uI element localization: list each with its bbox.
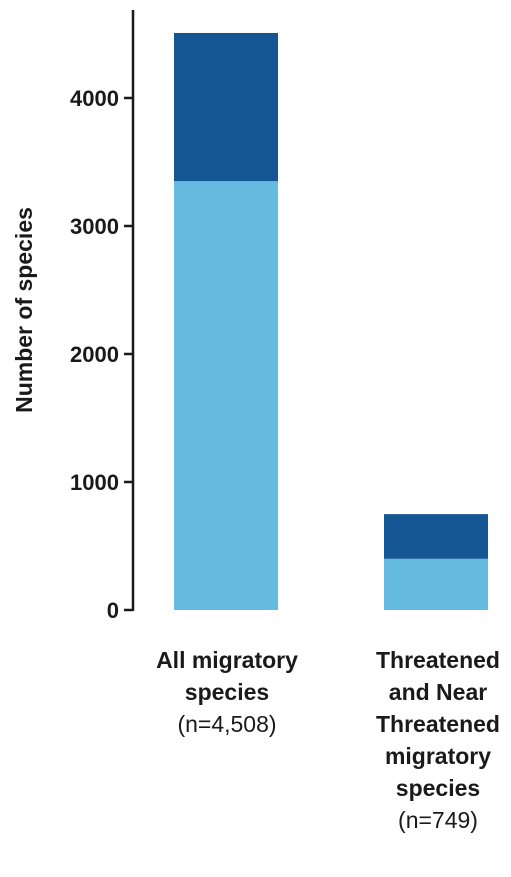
category-label-line: Threatened (376, 647, 500, 673)
category-count-label: (n=749) (398, 807, 478, 833)
category-label-line: migratory (385, 743, 491, 769)
bar-segment-2-1 (384, 558, 488, 610)
category-label-line: species (396, 775, 480, 801)
y-tick-label: 1000 (70, 470, 119, 495)
category-label-line: All migratory (156, 647, 298, 673)
category-labels: All migratory species (n=4,508) Threatened a… (156, 647, 500, 833)
bar-segment-1-1 (174, 181, 278, 610)
y-axis: 0 1000 2000 3000 4000 Number of species (11, 10, 135, 623)
y-tick-label: 3000 (70, 214, 119, 239)
y-tick-label: 0 (107, 598, 119, 623)
category-label-line: and Near (389, 679, 487, 705)
category-label-line: species (185, 679, 269, 705)
bar-segment-2-2 (384, 514, 488, 559)
category-count-label: (n=4,508) (177, 711, 276, 737)
category-label-line: Threatened (376, 711, 500, 737)
bars-group (174, 32, 488, 610)
y-tick-label: 4000 (70, 86, 119, 111)
y-tick-label: 2000 (70, 342, 119, 367)
y-axis-label: Number of species (11, 207, 37, 413)
bar-segment-1-2 (174, 32, 278, 182)
